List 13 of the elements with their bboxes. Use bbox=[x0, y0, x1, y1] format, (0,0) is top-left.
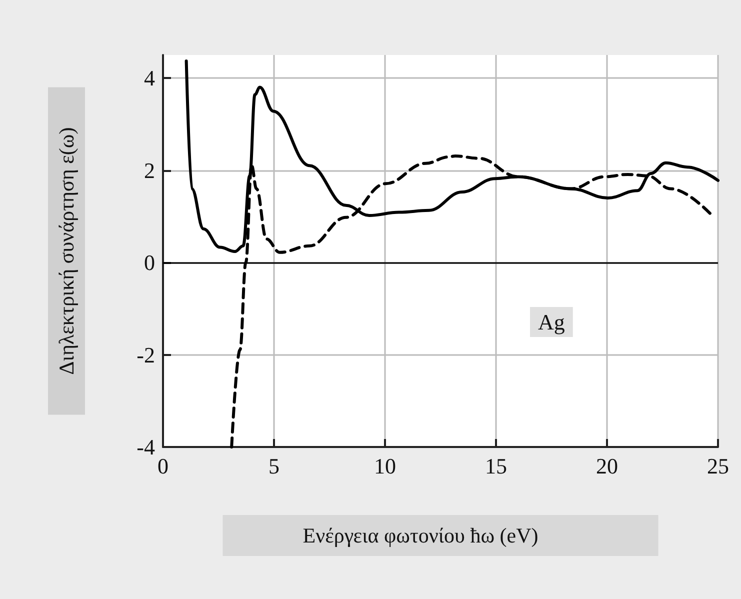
y-tick-label: 2 bbox=[144, 158, 155, 183]
x-tick-label: 25 bbox=[707, 454, 729, 478]
y-tick-label: 0 bbox=[144, 250, 155, 276]
x-axis-title: Ενέργεια φωτονίου ħω (eV) bbox=[302, 524, 538, 548]
y-axis-title: Διηλεκτρική συνάρτηση ε(ω) bbox=[54, 127, 78, 375]
x-tick-label: 5 bbox=[268, 454, 280, 478]
annotation: Ag bbox=[538, 310, 565, 334]
y-tick-label: -4 bbox=[136, 434, 155, 460]
y-tick-label: -2 bbox=[136, 342, 155, 368]
x-tick-label: 15 bbox=[485, 454, 507, 478]
y-tick-label: 4 bbox=[144, 66, 155, 91]
x-tick-label: 20 bbox=[596, 454, 618, 478]
x-tick-label: 10 bbox=[374, 454, 396, 478]
